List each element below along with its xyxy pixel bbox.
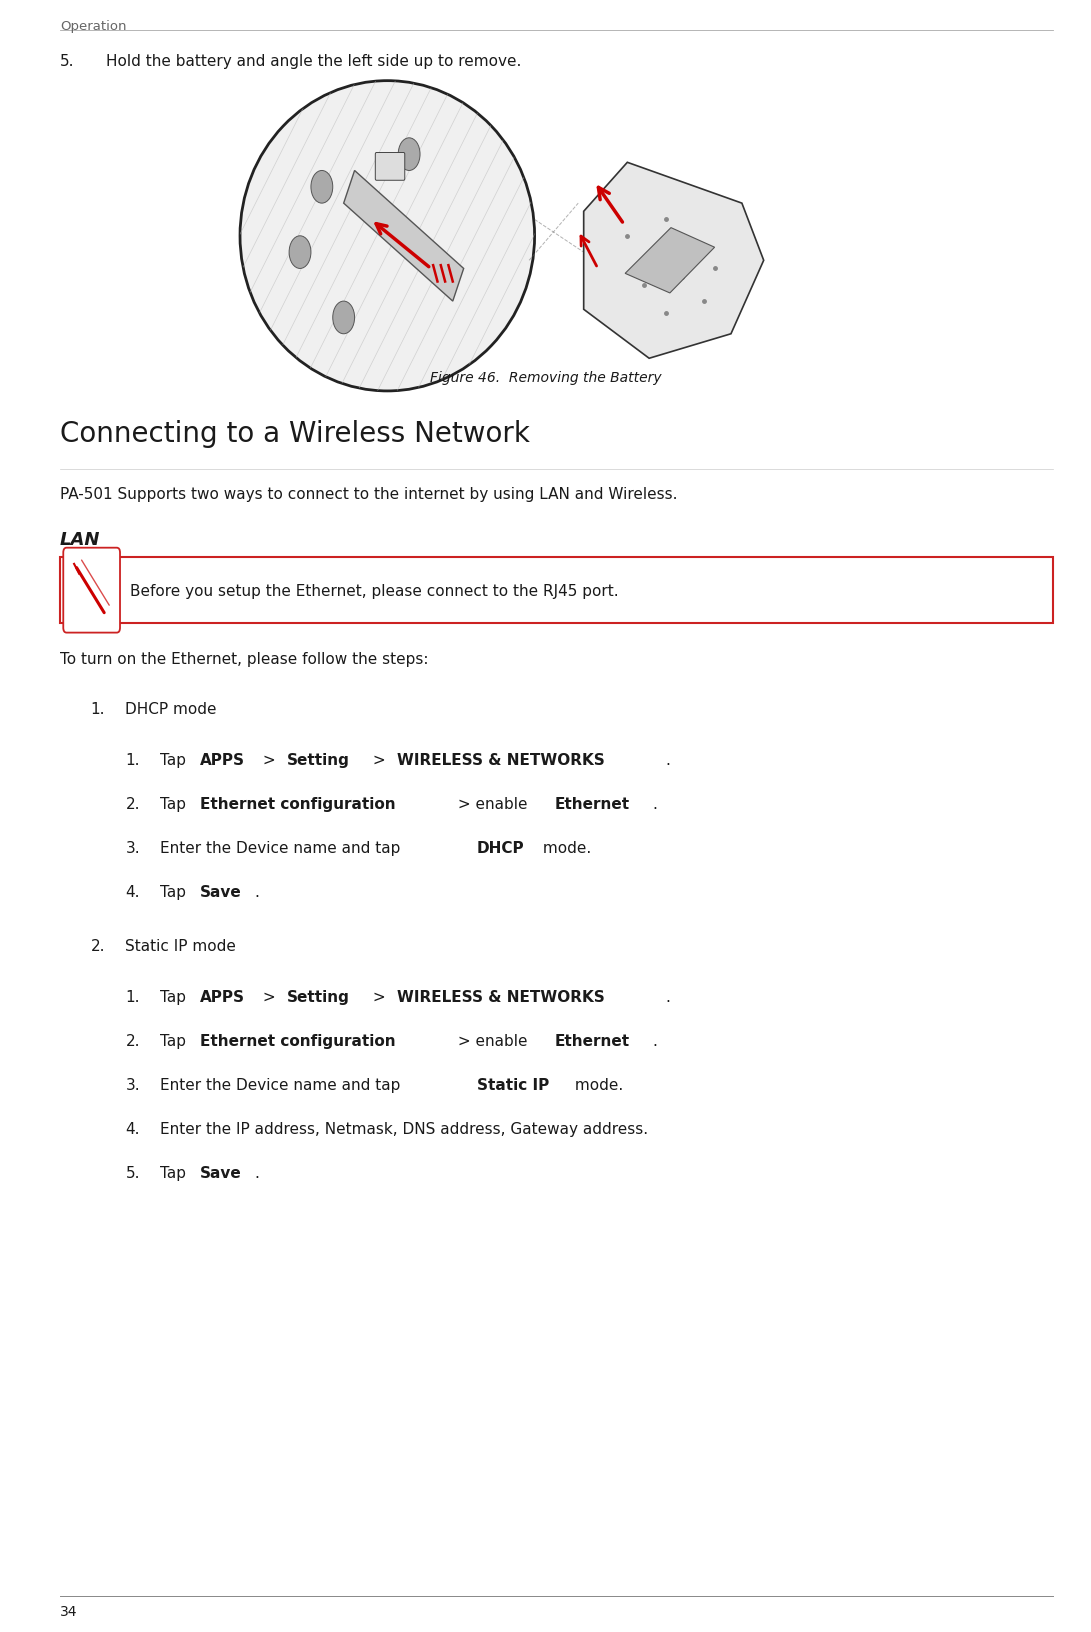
Text: Tap: Tap (160, 752, 191, 767)
Text: .: . (652, 1033, 657, 1048)
Text: Ethernet: Ethernet (555, 1033, 631, 1048)
Text: APPS: APPS (201, 989, 245, 1004)
Text: mode.: mode. (538, 840, 591, 855)
Text: .: . (666, 752, 670, 767)
FancyBboxPatch shape (63, 548, 120, 633)
Text: Hold the battery and angle the left side up to remove.: Hold the battery and angle the left side… (106, 54, 521, 69)
Text: 4.: 4. (125, 1121, 140, 1136)
Polygon shape (625, 228, 715, 294)
Text: Connecting to a Wireless Network: Connecting to a Wireless Network (60, 419, 530, 447)
Text: >: > (369, 752, 391, 767)
Text: Tap: Tap (160, 885, 191, 899)
Circle shape (311, 171, 333, 204)
Text: mode.: mode. (571, 1077, 623, 1092)
Polygon shape (584, 163, 764, 359)
Text: Tap: Tap (160, 989, 191, 1004)
Text: >: > (369, 989, 391, 1004)
Text: PA-501 Supports two ways to connect to the internet by using LAN and Wireless.: PA-501 Supports two ways to connect to t… (60, 486, 678, 501)
Text: .: . (254, 1165, 259, 1180)
FancyBboxPatch shape (60, 558, 1053, 623)
Text: Ethernet: Ethernet (555, 796, 631, 811)
Text: >: > (259, 989, 280, 1004)
Text: Static IP mode: Static IP mode (125, 938, 237, 953)
FancyBboxPatch shape (375, 153, 405, 181)
Text: 2.: 2. (125, 1033, 140, 1048)
Text: >: > (259, 752, 280, 767)
Text: DHCP mode: DHCP mode (125, 702, 217, 716)
Text: Enter the Device name and tap: Enter the Device name and tap (160, 1077, 406, 1092)
Text: 3.: 3. (125, 1077, 140, 1092)
Text: 1.: 1. (125, 989, 140, 1004)
Text: Before you setup the Ethernet, please connect to the RJ45 port.: Before you setup the Ethernet, please co… (130, 583, 619, 599)
Text: APPS: APPS (201, 752, 245, 767)
Text: Tap: Tap (160, 1033, 191, 1048)
Text: 1.: 1. (91, 702, 105, 716)
Text: 34: 34 (60, 1604, 77, 1619)
Text: > enable: > enable (453, 1033, 532, 1048)
Text: Save: Save (201, 1165, 242, 1180)
Text: Figure 46.  Removing the Battery: Figure 46. Removing the Battery (430, 370, 661, 385)
Text: .: . (652, 796, 657, 811)
Text: > enable: > enable (453, 796, 532, 811)
Text: 2.: 2. (91, 938, 105, 953)
Circle shape (289, 237, 311, 269)
Text: 5.: 5. (125, 1165, 140, 1180)
Text: Tap: Tap (160, 796, 191, 811)
Text: Operation: Operation (60, 20, 127, 33)
Text: Enter the Device name and tap: Enter the Device name and tap (160, 840, 406, 855)
Text: To turn on the Ethernet, please follow the steps:: To turn on the Ethernet, please follow t… (60, 651, 429, 666)
Text: 5.: 5. (60, 54, 74, 69)
Text: Save: Save (201, 885, 242, 899)
Text: 4.: 4. (125, 885, 140, 899)
Text: LAN: LAN (60, 530, 100, 548)
Text: Tap: Tap (160, 1165, 191, 1180)
Text: 2.: 2. (125, 796, 140, 811)
Text: WIRELESS & NETWORKS: WIRELESS & NETWORKS (397, 989, 606, 1004)
Text: DHCP: DHCP (477, 840, 525, 855)
Text: Static IP: Static IP (477, 1077, 549, 1092)
Text: .: . (666, 989, 670, 1004)
Circle shape (398, 139, 420, 171)
Text: WIRELESS & NETWORKS: WIRELESS & NETWORKS (397, 752, 606, 767)
Circle shape (333, 302, 355, 335)
Text: 1.: 1. (125, 752, 140, 767)
Text: Ethernet configuration: Ethernet configuration (201, 796, 396, 811)
Text: .: . (254, 885, 259, 899)
Text: Setting: Setting (287, 752, 350, 767)
Text: Enter the IP address, Netmask, DNS address, Gateway address.: Enter the IP address, Netmask, DNS addre… (160, 1121, 648, 1136)
Polygon shape (344, 171, 464, 302)
Text: Ethernet configuration: Ethernet configuration (201, 1033, 396, 1048)
Text: 3.: 3. (125, 840, 140, 855)
Ellipse shape (240, 82, 535, 392)
Text: Setting: Setting (287, 989, 350, 1004)
